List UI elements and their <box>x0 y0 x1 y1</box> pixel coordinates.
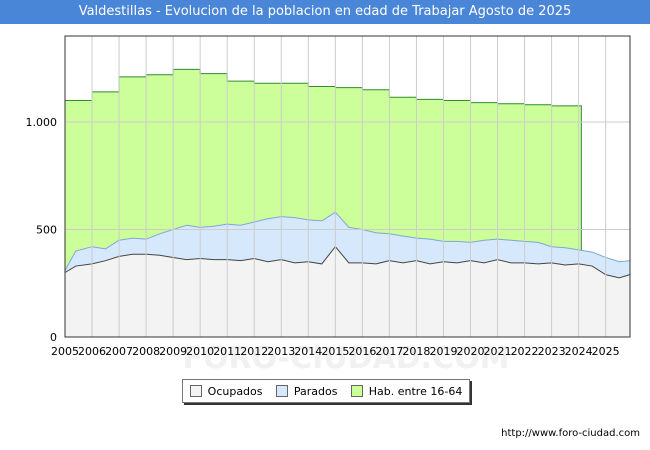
x-tick-label: 2018 <box>402 345 430 358</box>
x-tick-label: 2021 <box>484 345 512 358</box>
legend-label-ocupados: Ocupados <box>207 384 263 398</box>
x-tick-label: 2006 <box>78 345 106 358</box>
x-tick-label: 2009 <box>159 345 187 358</box>
source-url[interactable]: http://www.foro-ciudad.com <box>501 428 640 439</box>
series-area-ocupados <box>65 246 630 337</box>
x-tick-label: 2020 <box>457 345 485 358</box>
y-tick-label: 1.000 <box>26 116 58 129</box>
x-tick-label: 2014 <box>294 345 322 358</box>
legend-label-parados: Parados <box>293 384 338 398</box>
x-tick-label: 2005 <box>51 345 79 358</box>
x-tick-label: 2007 <box>105 345 133 358</box>
legend-swatch-parados <box>275 385 288 397</box>
x-tick-label: 2008 <box>132 345 160 358</box>
x-tick-label: 2025 <box>592 345 620 358</box>
series-line-parados <box>64 211 631 271</box>
x-tick-label: 2010 <box>186 345 214 358</box>
watermark: FORO-CIUDAD.COM <box>183 341 510 376</box>
x-tick-label: 2023 <box>538 345 566 358</box>
legend-swatch-hab <box>350 385 363 397</box>
legend-item-parados: Parados <box>275 384 338 398</box>
legend-item-ocupados: Ocupados <box>189 384 263 398</box>
chart-title: Valdestillas - Evolucion de la poblacion… <box>0 0 650 24</box>
y-tick-label: 500 <box>36 224 57 237</box>
plot-frame <box>64 35 631 338</box>
series-line-ocupados <box>64 245 631 279</box>
x-tick-label: 2015 <box>321 345 349 358</box>
legend-swatch-ocupados <box>189 385 202 397</box>
legend-label-hab: Hab. entre 16-64 <box>368 384 463 398</box>
x-tick-label: 2011 <box>213 345 241 358</box>
x-tick-label: 2022 <box>511 345 539 358</box>
x-tick-label: 2013 <box>267 345 295 358</box>
x-tick-label: 2016 <box>348 345 376 358</box>
x-tick-label: 2019 <box>429 345 457 358</box>
y-tick-label: 0 <box>50 331 57 344</box>
legend: Ocupados Parados Hab. entre 16-64 <box>182 379 470 403</box>
x-tick-label: 2024 <box>565 345 593 358</box>
x-tick-label: 2012 <box>240 345 268 358</box>
x-tick-label: 2017 <box>375 345 403 358</box>
legend-item-hab: Hab. entre 16-64 <box>350 384 463 398</box>
